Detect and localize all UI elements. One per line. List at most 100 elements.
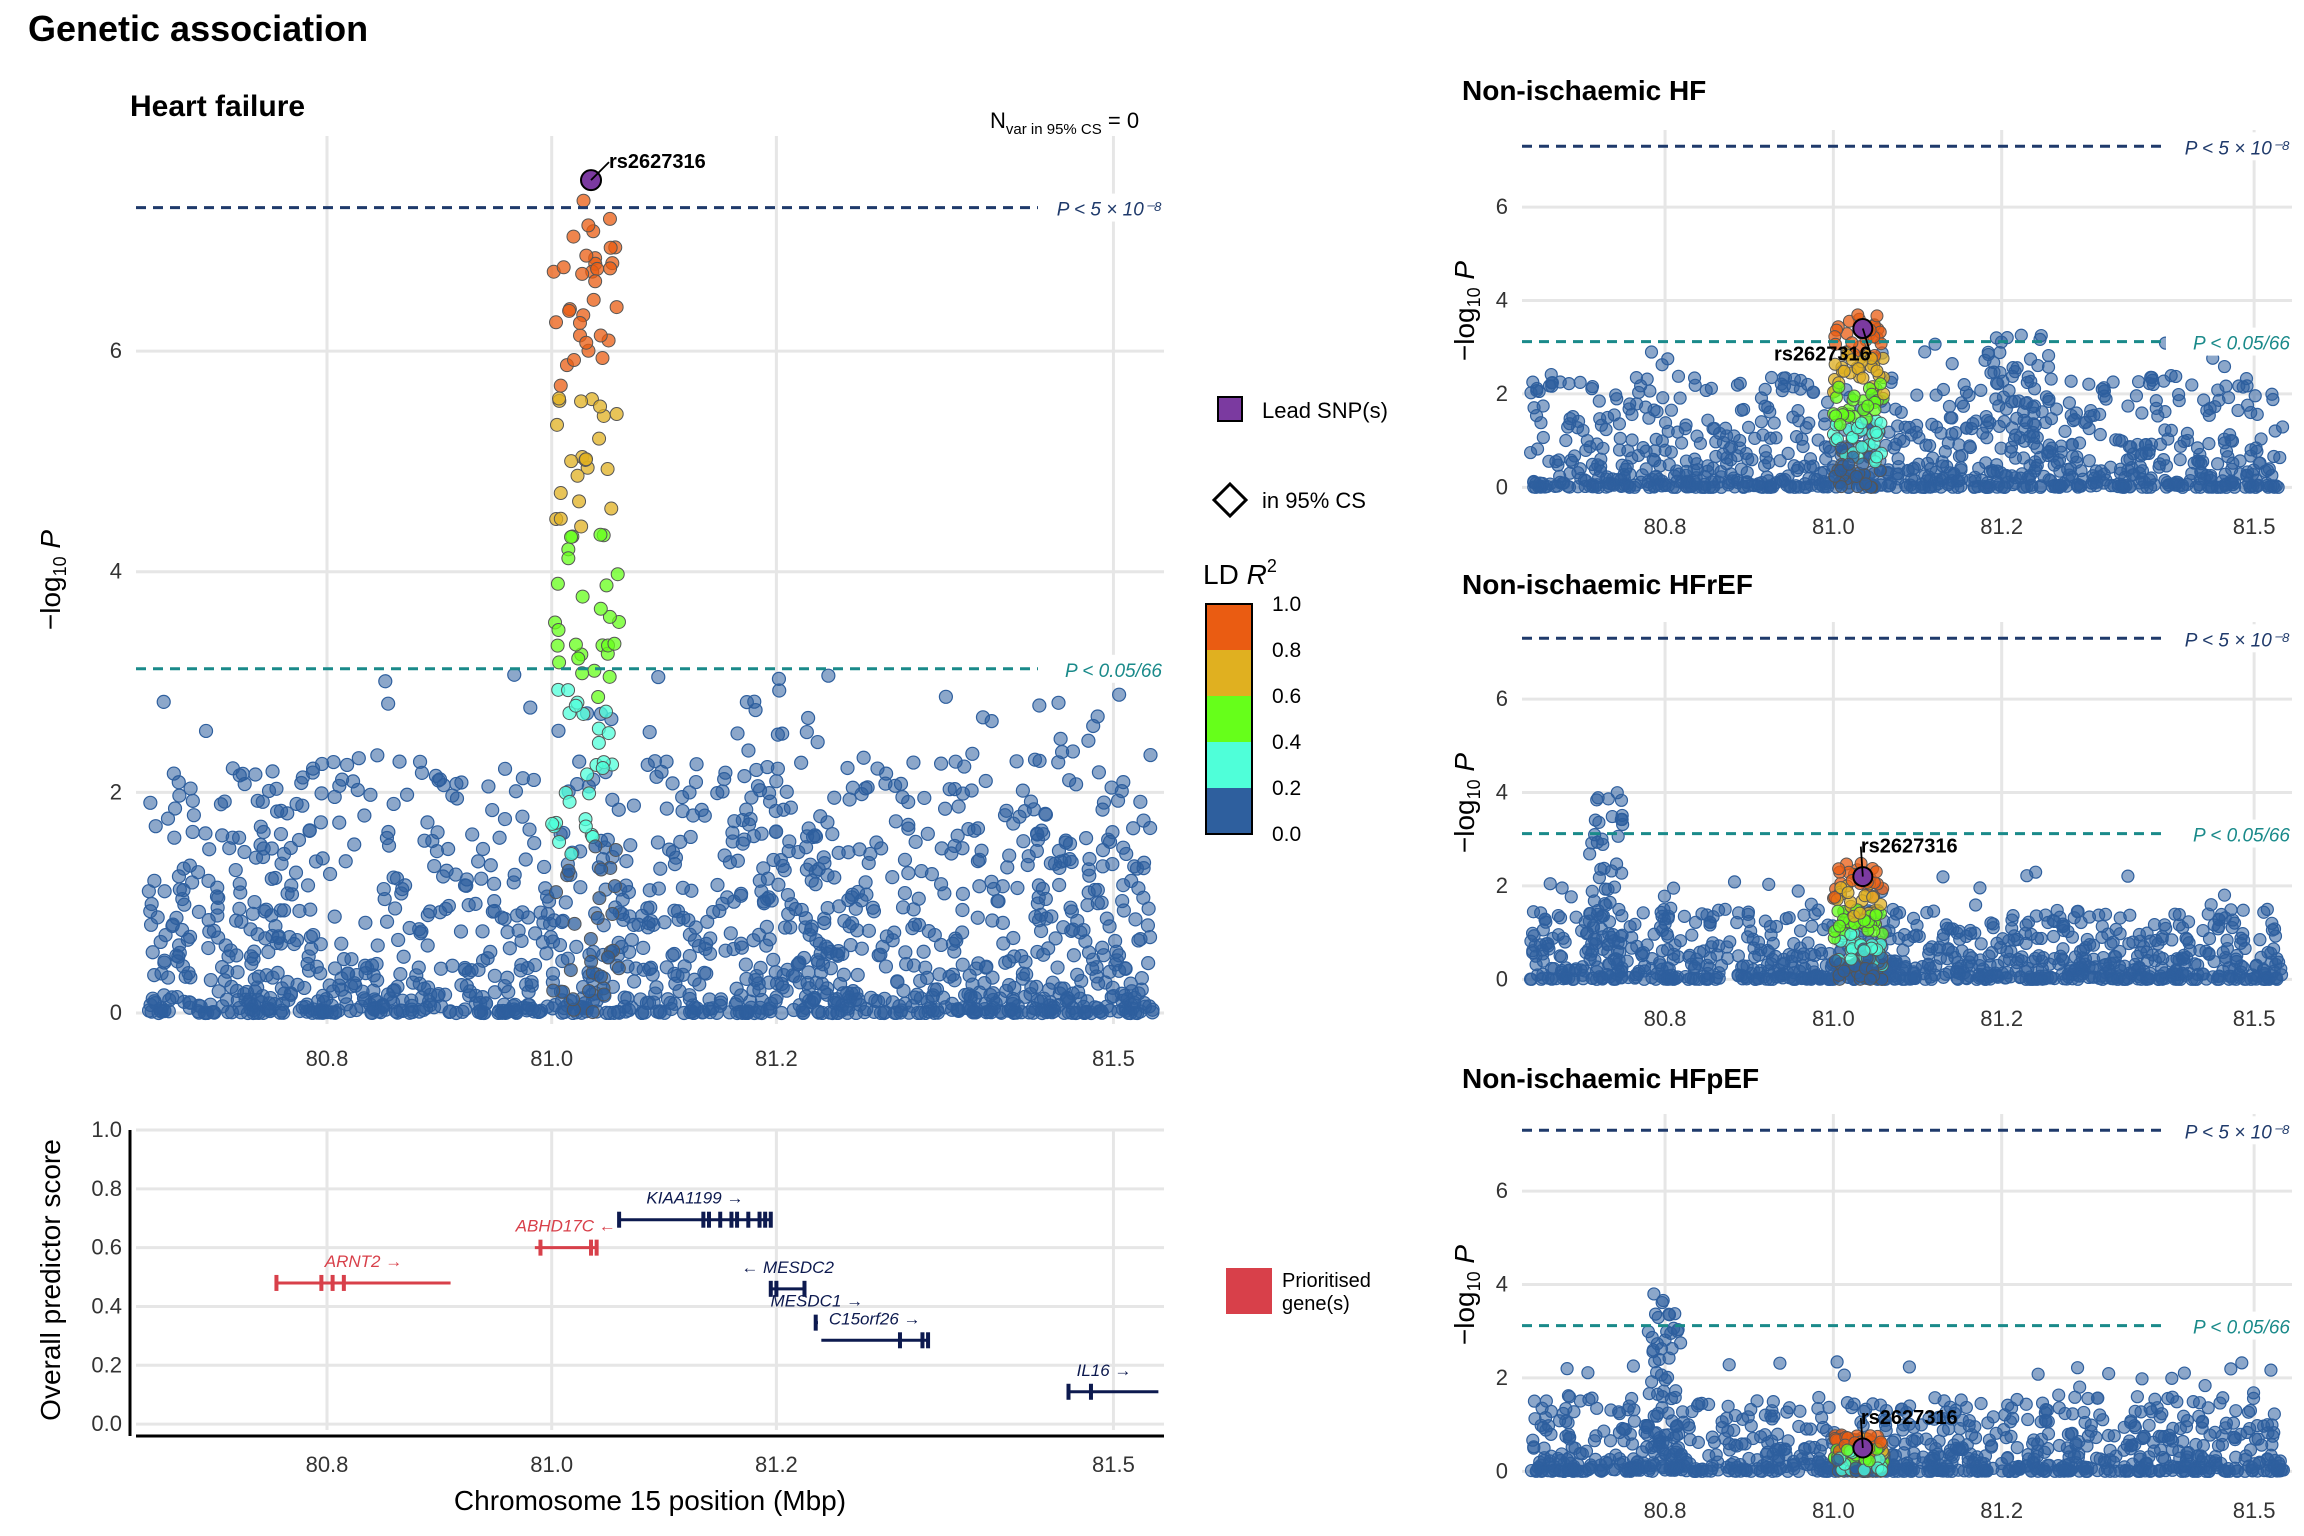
snp-point (645, 967, 660, 982)
snp-point (2064, 462, 2078, 476)
snp-point (766, 852, 781, 868)
ld-snp-point (1857, 944, 1871, 958)
snp-point (811, 861, 826, 877)
snp-point (1778, 1442, 1792, 1456)
snp-point (2010, 1441, 2024, 1455)
ld-snp-point (1874, 377, 1888, 391)
snp-point (313, 815, 328, 830)
snp-point (465, 827, 480, 842)
snp-point (1951, 480, 1965, 494)
snp-point (481, 779, 496, 794)
snp-point (1564, 453, 1578, 467)
ld-snp-point (550, 638, 565, 653)
snp-point (209, 889, 225, 904)
ld-snp-point (1832, 380, 1846, 394)
snp-point (1701, 413, 1715, 427)
snp-point (422, 904, 438, 919)
snp-point (2235, 1356, 2249, 1370)
snp-point (1587, 894, 1601, 908)
snp-point (2026, 429, 2041, 443)
snp-point (1557, 1457, 1571, 1471)
snp-point (675, 967, 690, 982)
ld-snp-point (583, 931, 598, 946)
snp-point (1129, 861, 1145, 876)
snp-point (2129, 389, 2144, 403)
snp-point (770, 727, 785, 742)
snp-point (1969, 898, 1983, 912)
y-tick-label: 4 (1496, 287, 1508, 312)
snp-point (169, 989, 185, 1005)
snp-point (1095, 940, 1110, 955)
snp-point (945, 936, 961, 951)
snp-point (1590, 835, 1604, 849)
snp-point (2072, 436, 2087, 450)
snp-point (1894, 405, 1908, 419)
lead-snp-label: rs2627316 (1774, 344, 1871, 366)
snp-point (289, 796, 304, 812)
snp-point (228, 862, 243, 878)
snp-point (2040, 445, 2055, 460)
snp-point (1612, 1405, 1626, 1419)
snp-point (2219, 379, 2233, 393)
snp-point (191, 904, 207, 920)
snp-point (1053, 731, 1068, 746)
snp-point (1644, 345, 1659, 359)
snp-point (370, 973, 385, 988)
snp-point (475, 841, 491, 857)
snp-point (336, 951, 352, 967)
snp-point (327, 909, 342, 924)
snp-point (2248, 389, 2262, 403)
snp-point (148, 819, 163, 834)
snp-point (806, 991, 821, 1006)
ld-snp-point (590, 261, 605, 276)
heart-failure-title: Heart failure (130, 90, 305, 123)
snp-point (1889, 954, 1903, 969)
snp-point (2057, 1464, 2071, 1478)
snp-point (1553, 949, 1567, 963)
snp-point (1699, 972, 1713, 986)
snp-point (808, 877, 823, 892)
snp-point (1808, 907, 1822, 921)
snp-point (1035, 1005, 1050, 1021)
snp-point (1891, 419, 1905, 433)
snp-point (2064, 374, 2078, 388)
snp-point (907, 917, 923, 932)
snp-point (1668, 938, 1682, 952)
snp-point (1062, 836, 1078, 851)
snp-point (897, 852, 913, 867)
snp-point (1792, 414, 1806, 428)
snp-point (297, 980, 312, 996)
snp-point (842, 792, 857, 807)
snp-point (144, 896, 159, 912)
snp-point (810, 953, 825, 968)
snp-point (430, 825, 445, 840)
snp-point (2234, 931, 2248, 945)
snp-point (2072, 1447, 2086, 1461)
snp-point (243, 1002, 258, 1017)
snp-point (951, 799, 966, 814)
ld-snp-point (605, 907, 620, 922)
snp-point (1673, 391, 1687, 405)
snp-point (930, 1003, 945, 1018)
snp-point (1669, 1419, 1683, 1434)
snp-point (893, 776, 909, 791)
snp-point (1594, 418, 1609, 432)
snp-point (1051, 695, 1066, 710)
ld-snp-point (1861, 399, 1875, 413)
snp-point (2253, 933, 2267, 947)
snp-point (2265, 1438, 2279, 1452)
snp-point (2104, 937, 2118, 951)
snp-point (145, 945, 160, 960)
snp-point (1044, 909, 1059, 924)
snp-point (1634, 946, 1649, 961)
snp-point (412, 976, 427, 991)
snp-point (497, 911, 512, 927)
gene-exon-C15orf26 (897, 1332, 902, 1349)
snp-point (1990, 936, 2004, 950)
snp-point (497, 811, 513, 827)
snp-point (718, 765, 733, 780)
snp-point (1891, 452, 1905, 466)
snp-point (2142, 443, 2156, 457)
snp-point (792, 955, 807, 970)
